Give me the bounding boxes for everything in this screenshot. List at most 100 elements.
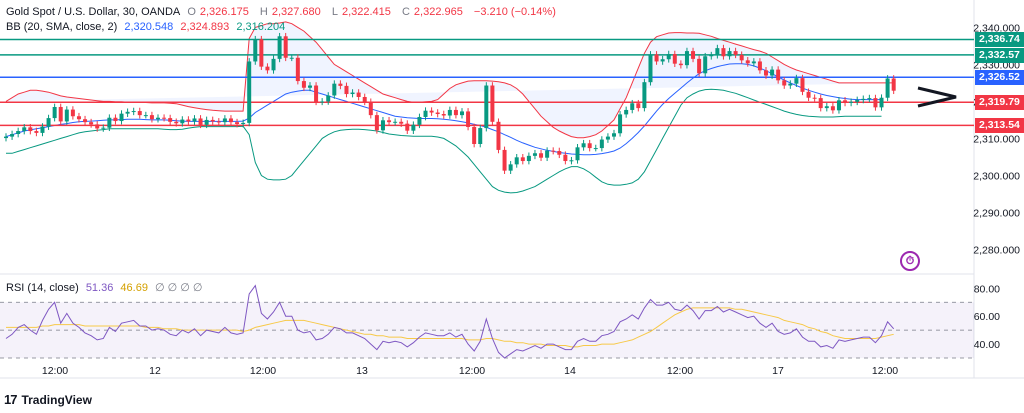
candle-body xyxy=(867,98,872,100)
candle-body xyxy=(265,66,270,71)
price-level-tag: 2,336.74 xyxy=(975,32,1024,48)
candle-body xyxy=(672,54,677,64)
bollinger-legend[interactable]: BB (20, SMA, close, 2) 2,320.548 2,324.8… xyxy=(6,21,289,33)
rsi-label: RSI (14, close) xyxy=(6,282,79,294)
candle-body xyxy=(794,78,799,84)
candle-body xyxy=(812,97,817,99)
rsi-tick-label: 80.00 xyxy=(974,283,1000,295)
candle-body xyxy=(247,61,252,123)
candle-body xyxy=(174,121,179,124)
candle-body xyxy=(314,85,319,102)
candle-body xyxy=(691,51,696,59)
candle-body xyxy=(186,119,191,122)
candle-body xyxy=(76,116,81,120)
brand-name: TradingView xyxy=(21,392,92,407)
candle-body xyxy=(40,126,45,133)
candle-body xyxy=(70,109,75,117)
candle-body xyxy=(168,118,173,122)
candle-body xyxy=(52,106,57,119)
candle-body xyxy=(338,83,343,86)
candle-body xyxy=(715,48,720,56)
candle-body xyxy=(435,112,440,115)
candle-body xyxy=(599,139,604,149)
candle-body xyxy=(411,124,416,131)
ohlc-high: H 2,327.680 xyxy=(259,6,321,18)
price-tick-label: 2,310.000 xyxy=(973,133,1020,145)
candle-body xyxy=(131,111,136,113)
candle-body xyxy=(824,106,829,109)
candle-body xyxy=(241,122,246,125)
tradingview-mark-icon: 17 xyxy=(4,392,18,407)
candle-body xyxy=(678,63,683,66)
candle-body xyxy=(684,51,689,66)
candle-body xyxy=(137,111,142,116)
candle-body xyxy=(216,121,221,123)
candle-body xyxy=(447,109,452,116)
time-tick-label: 12:00 xyxy=(42,365,68,377)
candle-body xyxy=(405,123,410,131)
price-level-tag: 2,332.57 xyxy=(975,47,1024,63)
candle-body xyxy=(757,61,762,71)
candle-body xyxy=(557,151,562,155)
price-level-tag: 2,313.54 xyxy=(975,118,1024,134)
candle-body xyxy=(703,56,708,74)
candle-body xyxy=(180,119,185,124)
rsi-legend[interactable]: RSI (14, close) 51.36 46.69 ∅ ∅ ∅ ∅ xyxy=(6,281,207,294)
price-tick-label: 2,300.000 xyxy=(973,170,1020,182)
bb-upper-value: 2,324.893 xyxy=(180,21,230,33)
candle-body xyxy=(320,101,325,103)
candle-body xyxy=(612,133,616,137)
candle-body xyxy=(149,115,154,120)
candle-body xyxy=(301,81,306,88)
candle-body xyxy=(271,58,276,71)
candle-body xyxy=(836,100,841,111)
candle-body xyxy=(374,115,379,131)
candle-body xyxy=(551,150,556,152)
candle-body xyxy=(502,149,507,171)
rsi-ma-value: 46.69 xyxy=(120,282,148,294)
candle-body xyxy=(113,117,118,122)
candle-body xyxy=(289,57,294,59)
candle-body xyxy=(423,110,428,117)
candle-body xyxy=(429,110,434,113)
candle-body xyxy=(873,98,878,108)
tradingview-logo[interactable]: 17 TradingView xyxy=(4,392,92,407)
candle-body xyxy=(709,55,714,57)
candle-body xyxy=(885,78,890,98)
candle-body xyxy=(776,69,781,81)
candle-body xyxy=(751,61,756,64)
clock-icon[interactable]: ⏱ xyxy=(900,251,920,271)
candle-body xyxy=(204,119,209,125)
candle-body xyxy=(745,60,750,64)
candle-body xyxy=(259,39,264,67)
candle-body xyxy=(569,160,574,162)
candle-body xyxy=(721,48,726,57)
candle-body xyxy=(879,97,884,108)
candle-body xyxy=(484,85,489,129)
candle-body xyxy=(362,96,367,102)
time-tick-label: 13 xyxy=(356,365,368,377)
time-tick-label: 12:00 xyxy=(250,365,276,377)
candle-body xyxy=(526,155,531,162)
candle-body xyxy=(89,122,94,125)
time-tick-label: 12:00 xyxy=(667,365,693,377)
time-tick-label: 14 xyxy=(564,365,576,377)
candle-body xyxy=(399,121,404,124)
rsi-tick-label: 40.00 xyxy=(974,339,1000,351)
bollinger-band-fill xyxy=(6,21,894,138)
candle-body xyxy=(733,51,738,55)
candle-body xyxy=(539,153,544,158)
candle-body xyxy=(508,164,513,171)
candle-body xyxy=(849,101,854,103)
candle-body xyxy=(46,118,51,127)
candle-body xyxy=(618,114,623,134)
price-tick-label: 2,290.000 xyxy=(973,207,1020,219)
candle-body xyxy=(344,85,349,95)
candle-body xyxy=(253,39,258,62)
candle-body xyxy=(648,54,653,83)
ohlc-open: O 2,326.175 xyxy=(187,6,249,18)
price-level-tag: 2,319.79 xyxy=(975,95,1024,111)
price-change: −3.210 (−0.14%) xyxy=(473,6,556,18)
rsi-line xyxy=(5,284,895,359)
